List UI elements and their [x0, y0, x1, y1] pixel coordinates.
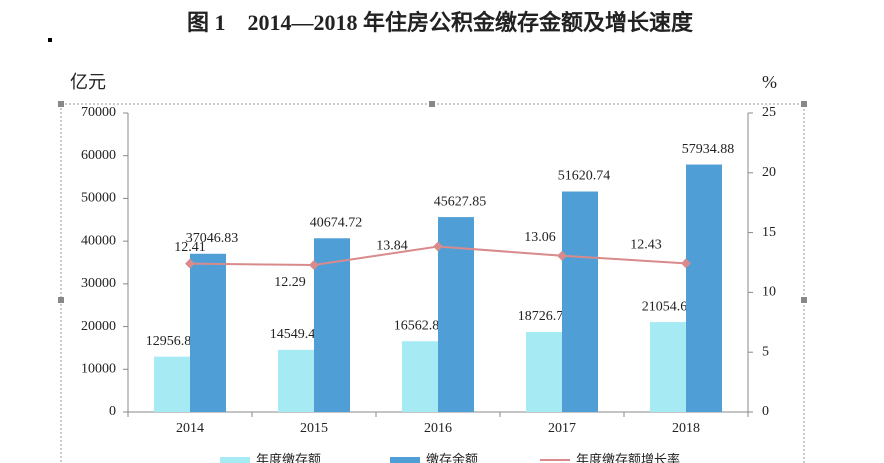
bar — [402, 341, 438, 412]
handle — [58, 101, 64, 107]
line-value-label: 13.84 — [376, 239, 408, 254]
y-tick-label: 10000 — [81, 362, 116, 377]
bar — [190, 253, 226, 412]
bar-value-label: 45627.85 — [434, 194, 487, 209]
bar — [526, 332, 562, 412]
y2-tick-label: 15 — [762, 225, 776, 240]
y-tick-label: 30000 — [81, 276, 116, 291]
y2-tick-label: 10 — [762, 285, 776, 300]
y2-tick-label: 20 — [762, 165, 776, 180]
line-value-label: 13.06 — [524, 230, 556, 245]
line-marker — [681, 258, 691, 269]
x-tick-label: 2017 — [548, 421, 576, 436]
bar — [686, 164, 722, 412]
bar — [314, 238, 350, 412]
y-tick-label: 50000 — [81, 191, 116, 206]
legend-label: 年度缴存额 — [256, 452, 321, 463]
line-marker — [557, 250, 567, 261]
chart-title: 图 1 2014—2018 年住房公积金缴存金额及增长速度 — [187, 10, 694, 35]
y-tick-label: 0 — [109, 404, 116, 419]
y2-tick-label: 0 — [762, 404, 769, 419]
bar-value-label: 18726.74 — [518, 309, 571, 324]
line-value-label: 12.29 — [274, 275, 306, 290]
x-tick-label: 2014 — [176, 421, 204, 436]
x-tick-label: 2015 — [300, 421, 328, 436]
y-tick-label: 40000 — [81, 233, 116, 248]
bar-value-label: 57934.88 — [682, 142, 735, 157]
handle — [429, 101, 435, 107]
bar-value-label: 16562.88 — [394, 318, 447, 333]
line-value-label: 12.41 — [174, 240, 206, 255]
line-marker — [185, 258, 195, 269]
y-tick-label: 70000 — [81, 105, 116, 120]
x-tick-label: 2016 — [424, 421, 452, 436]
y-axis-label: 亿元 — [70, 72, 106, 92]
bar-value-label: 12956.87 — [146, 334, 199, 349]
handle — [801, 101, 807, 107]
legend-swatch — [390, 457, 420, 463]
bar — [650, 322, 686, 412]
y-tick-label: 20000 — [81, 319, 116, 334]
line-value-label: 12.43 — [630, 238, 662, 253]
y-tick-label: 60000 — [81, 148, 116, 163]
bar-value-label: 14549.46 — [270, 327, 323, 342]
x-tick-label: 2018 — [672, 421, 700, 436]
bar — [562, 191, 598, 412]
bar-value-label: 51620.74 — [558, 169, 611, 184]
bar — [278, 349, 314, 412]
bar-value-label: 37046.83 — [186, 231, 239, 246]
bar-value-label: 21054.65 — [642, 299, 695, 314]
bar-value-label: 40674.72 — [310, 215, 363, 230]
y2-tick-label: 5 — [762, 344, 769, 359]
handle — [58, 297, 64, 303]
y2-axis-label: % — [762, 72, 777, 92]
line-marker — [433, 241, 443, 252]
line-marker — [309, 260, 319, 270]
legend-label: 缴存余额 — [426, 452, 478, 463]
legend-swatch — [220, 457, 250, 463]
legend-label: 年度缴存额增长率 — [576, 452, 680, 463]
bar — [154, 356, 190, 412]
handle — [801, 297, 807, 303]
frame — [60, 103, 805, 463]
bullet — [48, 38, 52, 42]
y2-tick-label: 25 — [762, 105, 776, 120]
